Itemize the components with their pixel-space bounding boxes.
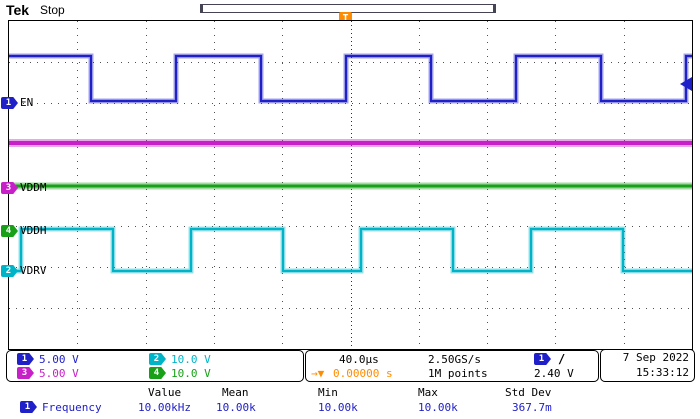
- time-readout: 15:33:12: [636, 366, 689, 379]
- tek-logo: Tek: [6, 2, 30, 18]
- graticule: [8, 20, 693, 350]
- ch3-label: VDDM: [20, 181, 47, 194]
- ch4-ground-marker: 4: [1, 225, 18, 237]
- meas-value: 10.00kHz: [138, 401, 191, 414]
- ch3-badge: 3: [17, 367, 34, 379]
- ch2-label: VDRV: [20, 264, 47, 277]
- timebase-scale: 40.0µs: [339, 353, 379, 366]
- meas-name: Frequency: [42, 401, 102, 414]
- trigger-position-arrow-icon: →▼: [311, 367, 325, 380]
- trigger-slope-icon: /: [558, 352, 566, 366]
- meas-min: 10.00k: [318, 401, 358, 414]
- ch3-ground-marker: 3: [1, 182, 18, 194]
- timebase-trigger-readouts: 40.0µs 2.50GS/s 1 / →▼ 0.00000 s 1M poin…: [305, 350, 599, 382]
- meas-std-dev: 367.7m: [512, 401, 552, 414]
- ch2-badge: 2: [149, 353, 166, 365]
- ch1-scale: 5.00 V: [39, 353, 79, 366]
- meas-header-std-dev: Std Dev: [505, 386, 552, 399]
- meas-source-badge: 1: [20, 401, 37, 413]
- ch4-badge: 4: [149, 367, 166, 379]
- meas-max: 10.00k: [418, 401, 458, 414]
- acquisition-status: Stop: [40, 3, 65, 17]
- ch1-ground-marker: 1: [1, 97, 18, 109]
- waveform-ch2-vdrv: [9, 227, 692, 273]
- meas-header-max: Max: [418, 386, 438, 399]
- record-length: 1M points: [428, 367, 488, 380]
- ch4-label: VDDH: [20, 224, 47, 237]
- vertical-scale-readouts: 1 5.00 V 2 10.0 V 3 5.00 V 4 10.0 V: [6, 350, 304, 382]
- ch1-badge: 1: [17, 353, 34, 365]
- trigger-source-badge: 1: [534, 353, 551, 365]
- ch1-label: EN: [20, 96, 34, 109]
- ch2-ground-marker: 2: [1, 265, 18, 277]
- ch3-scale: 5.00 V: [39, 367, 79, 380]
- meas-header-value: Value: [148, 386, 182, 399]
- datetime-box: 7 Sep 2022 15:33:12: [600, 349, 695, 382]
- waveform-ch1-en: [9, 54, 692, 103]
- waveform-ch2-vdrv-glow: [9, 226, 692, 274]
- meas-mean: 10.00k: [216, 401, 256, 414]
- sample-rate: 2.50GS/s: [428, 353, 481, 366]
- trigger-level: 2.40 V: [534, 367, 574, 380]
- meas-header-mean: Mean: [222, 386, 249, 399]
- date-readout: 7 Sep 2022: [622, 351, 689, 364]
- waveform-canvas: [9, 21, 692, 349]
- waveform-ch1-en-glow: [9, 53, 692, 104]
- ch4-scale: 10.0 V: [171, 367, 211, 380]
- meas-header-min: Min: [318, 386, 338, 399]
- ch2-scale: 10.0 V: [171, 353, 211, 366]
- trigger-position: 0.00000 s: [333, 367, 393, 380]
